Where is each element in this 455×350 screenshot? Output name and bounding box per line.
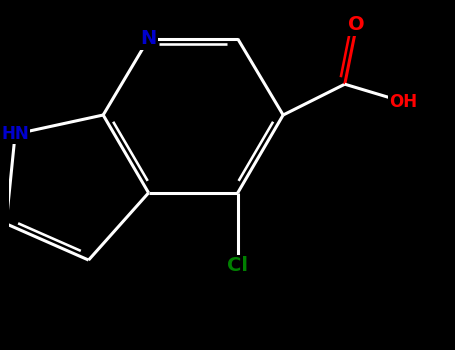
Text: O: O — [349, 15, 365, 34]
Text: N: N — [141, 29, 157, 48]
Text: HN: HN — [1, 125, 29, 143]
Text: Cl: Cl — [227, 256, 248, 275]
Text: OH: OH — [389, 93, 417, 111]
